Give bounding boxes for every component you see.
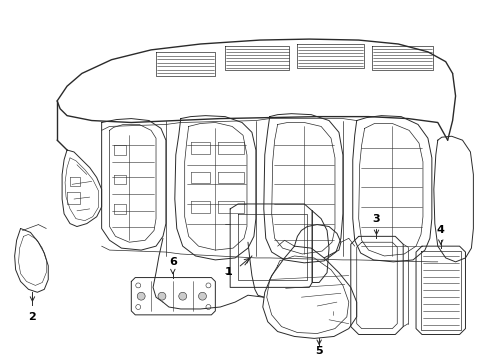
Text: 1: 1 <box>224 267 232 277</box>
Text: 5: 5 <box>316 346 323 356</box>
Circle shape <box>179 292 187 300</box>
Circle shape <box>198 292 206 300</box>
Text: 4: 4 <box>437 225 445 235</box>
Circle shape <box>158 292 166 300</box>
Circle shape <box>137 292 145 300</box>
Text: 2: 2 <box>28 312 36 322</box>
Text: 3: 3 <box>373 214 380 224</box>
Text: 6: 6 <box>169 257 177 267</box>
